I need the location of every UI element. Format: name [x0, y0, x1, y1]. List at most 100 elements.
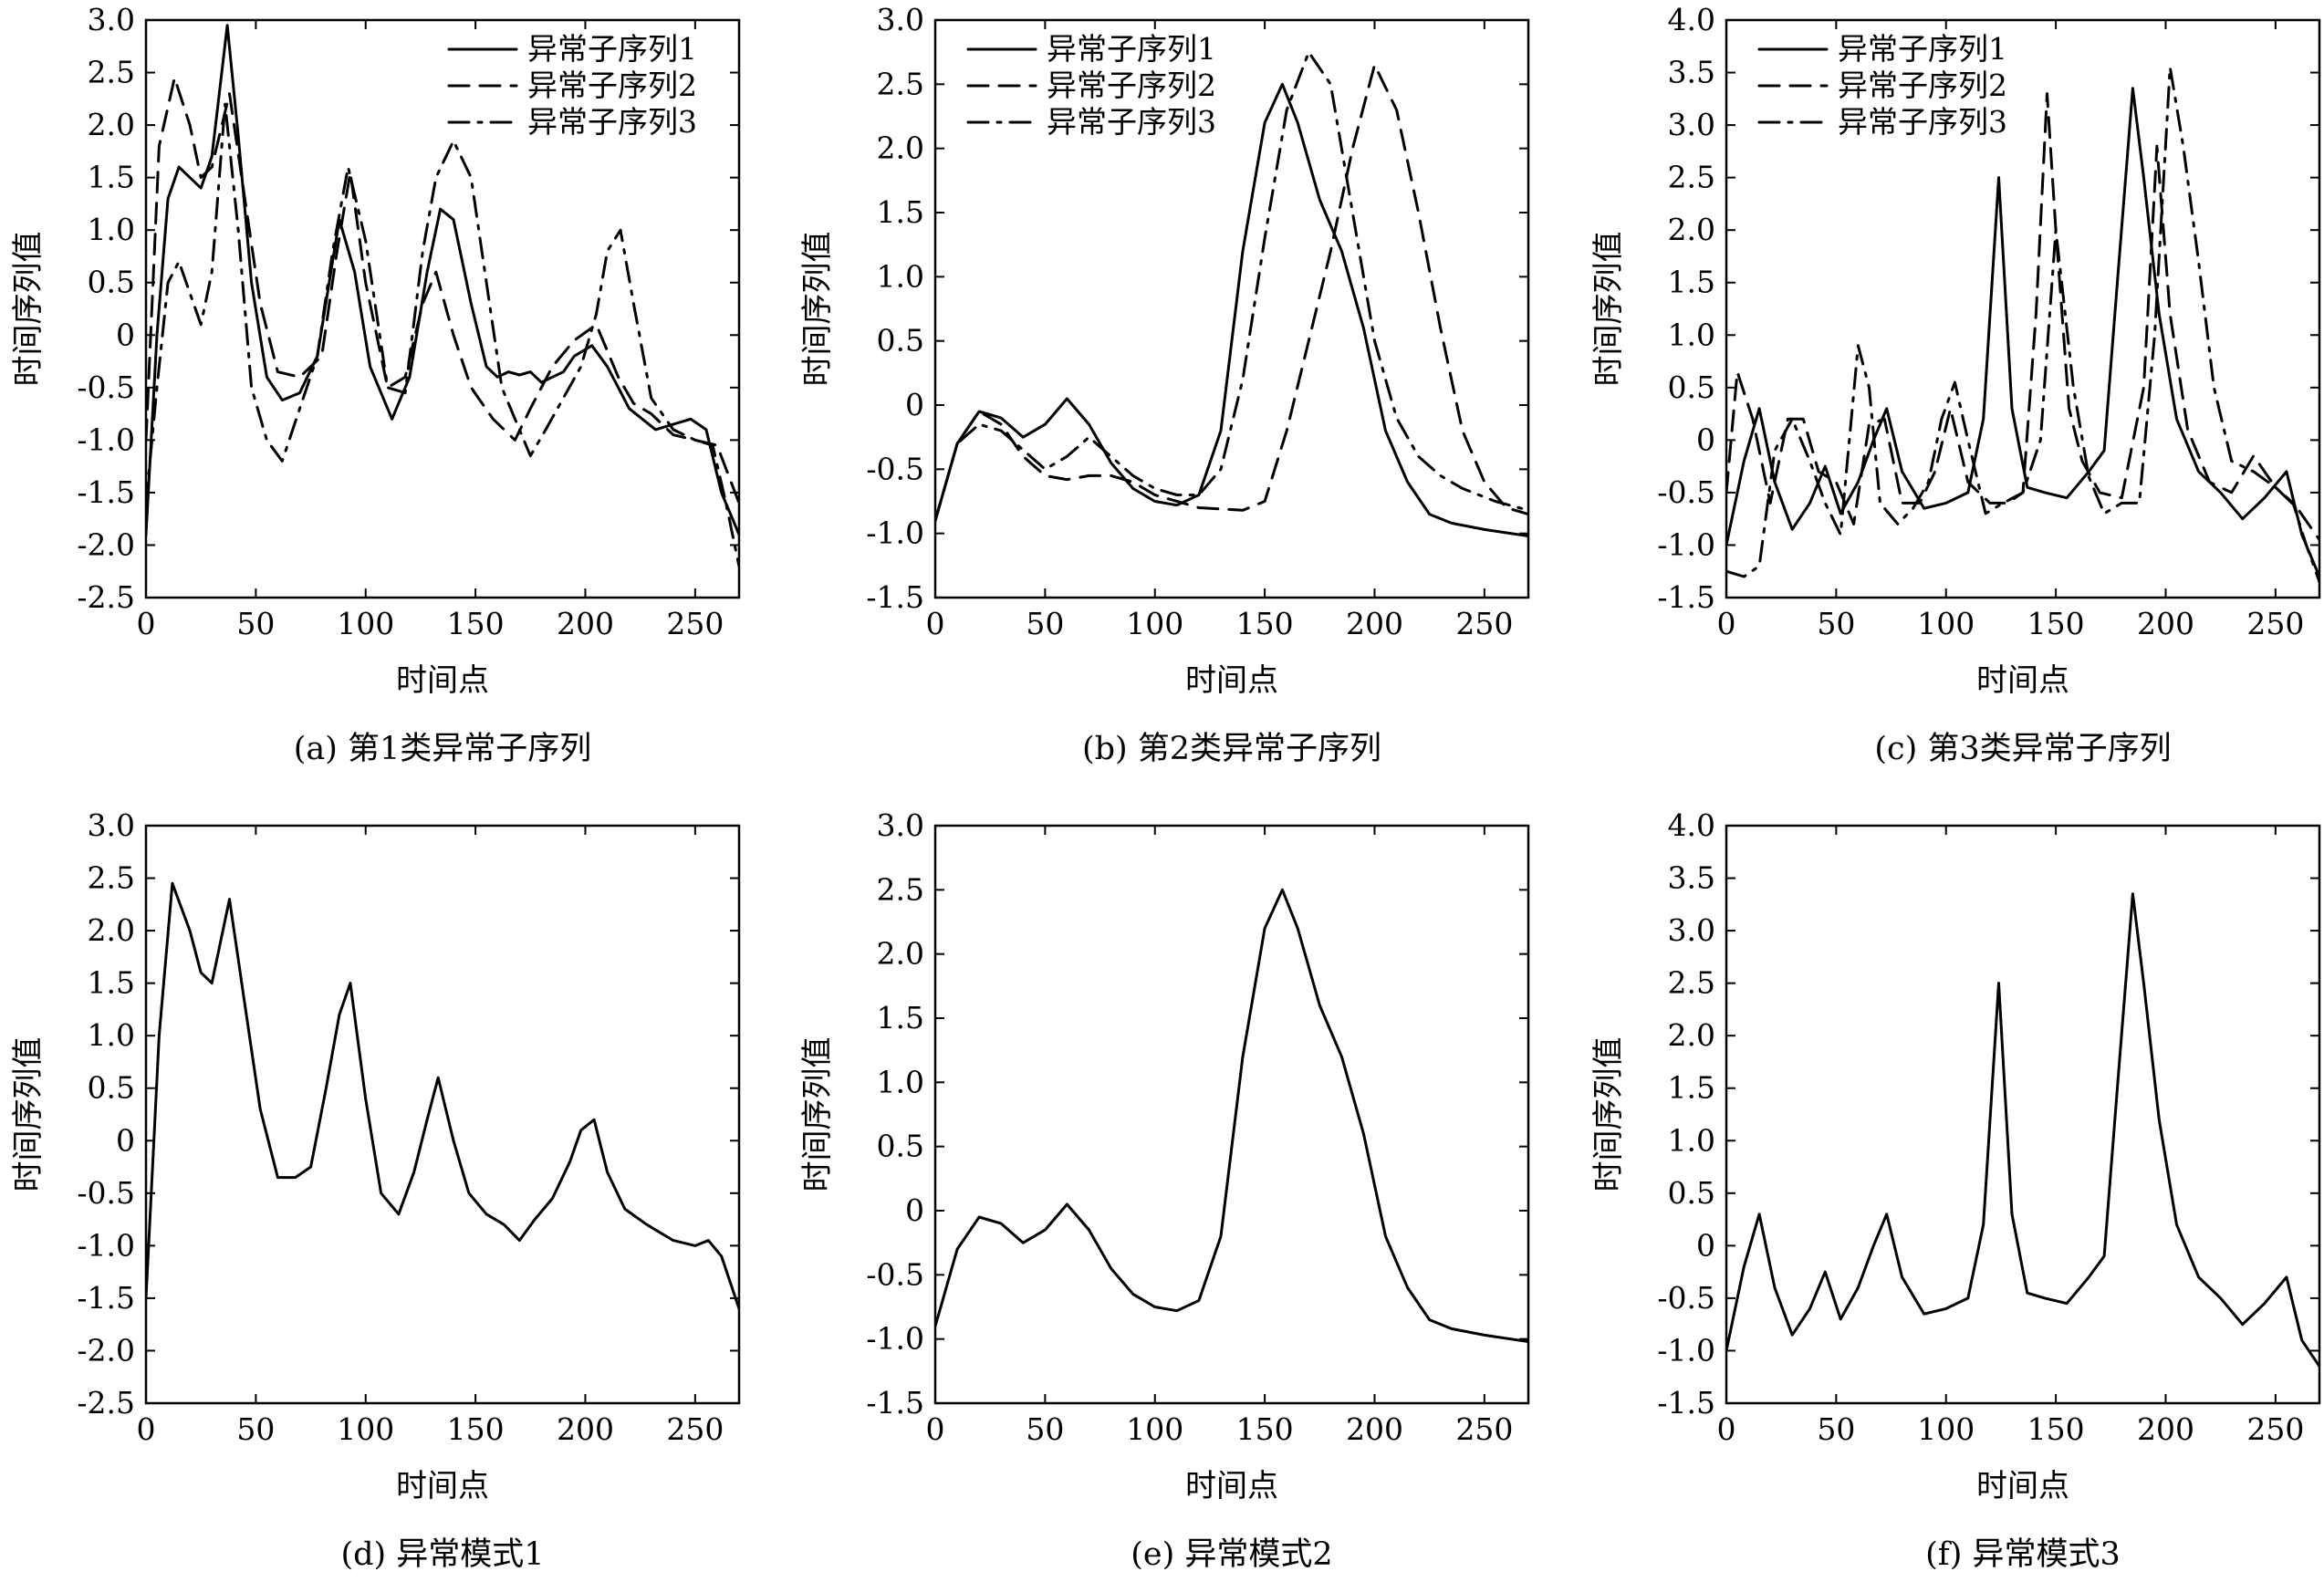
series-line-1 [935, 888, 1528, 1343]
x-tick-label: 150 [1236, 606, 1294, 641]
legend-label-1: 异常子序列1 [1838, 31, 2007, 67]
y-tick-label: 2.5 [1668, 160, 1715, 195]
y-tick-label: -1.0 [77, 1227, 135, 1263]
legend-label-1: 异常子序列1 [1047, 31, 1216, 67]
x-tick-label: 200 [1346, 606, 1403, 641]
x-tick-label: 200 [557, 606, 614, 641]
chart-panel-5: -1.5 -1.0 -0.5 0 0.5 1.0 1.5 2.0 2.5 3.0 0 50 100 150… [799, 807, 1530, 1573]
series-line-2 [1726, 92, 2319, 542]
x-tick-label: 250 [2246, 606, 2304, 641]
chart-panel-6: -1.5 -1.0 -0.5 0 0.5 1.0 1.5 2.0 2.5 3.0 3.5 4.0 0 50… [1590, 807, 2321, 1573]
plot-frame [933, 824, 1530, 1405]
y-tick-label: -1.0 [866, 1321, 924, 1357]
y-tick-label: 1.0 [1668, 317, 1715, 352]
y-tick-label: 1.0 [877, 258, 924, 294]
legend-label-3: 异常子序列3 [1047, 104, 1216, 140]
x-tick-label: 50 [1817, 1411, 1855, 1447]
y-tick-label: 4.0 [1668, 2, 1715, 37]
x-tick-label: 150 [447, 1411, 505, 1447]
y-tick-label: -2.5 [77, 1385, 135, 1421]
y-tick-label: -1.0 [1657, 526, 1715, 562]
y-tick-label: 4.0 [1668, 807, 1715, 843]
y-tick-label: 0 [905, 387, 924, 422]
chart-panel-4: -2.5 -2.0 -1.5 -1.0 -0.5 0 0.5 1.0 1.5 2.0 2.5 3.0 0… [10, 807, 741, 1573]
y-tick-label: -2.0 [77, 1332, 135, 1368]
y-tick-label: 2.5 [877, 66, 924, 101]
chart-panel-1: -2.5 -2.0 -1.5 -1.0 -0.5 0 0.5 1.0 1.5 2.0 2.5 3.0 0… [10, 2, 741, 767]
x-tick-label: 250 [1455, 606, 1513, 641]
x-axis-title: 时间点 [396, 662, 489, 699]
legend-label-2: 异常子序列2 [527, 68, 697, 103]
x-tick-label: 100 [1917, 606, 1975, 641]
x-tick-label: 0 [1717, 1411, 1736, 1447]
y-tick-label: 1.0 [877, 1064, 924, 1099]
y-tick-label: 2.5 [88, 55, 135, 90]
x-tick-label: 200 [1346, 1411, 1403, 1447]
panel-caption: (c) 第3类异常子序列 [1874, 731, 2171, 767]
y-tick-label: -1.0 [1657, 1332, 1715, 1368]
plot-frame [144, 824, 741, 1405]
y-tick-label: -1.0 [866, 515, 924, 551]
y-tick-label: 3.5 [1668, 860, 1715, 896]
x-tick-label: 50 [1026, 1411, 1064, 1447]
plot-frame [1725, 18, 2321, 599]
y-tick-label: 2.5 [1668, 965, 1715, 1001]
y-tick-label: 3.5 [1668, 55, 1715, 90]
y-tick-label: 3.0 [1668, 912, 1715, 948]
x-tick-label: 0 [137, 606, 156, 641]
y-tick-label: -1.5 [1657, 579, 1715, 615]
panel-caption: (d) 异常模式1 [340, 1536, 544, 1573]
y-tick-label: 2.5 [88, 860, 135, 896]
panel-caption: (e) 异常模式2 [1131, 1536, 1332, 1573]
y-tick-label: 0 [116, 1122, 135, 1158]
y-axis-title: 时间序列值 [10, 232, 47, 387]
y-axis-title: 时间序列值 [1590, 1037, 1627, 1192]
panel-caption: (a) 第1类异常子序列 [294, 731, 592, 767]
y-tick-label: 2.0 [877, 936, 924, 972]
y-tick-label: 2.0 [1668, 1017, 1715, 1053]
y-tick-label: 0.5 [88, 1070, 135, 1106]
x-tick-label: 250 [666, 606, 724, 641]
y-tick-label: 0.5 [877, 323, 924, 359]
y-tick-label: 1.5 [877, 1000, 924, 1036]
y-tick-label: 1.5 [1668, 265, 1715, 300]
y-tick-label: -2.5 [77, 579, 135, 615]
y-tick-label: 3.0 [88, 2, 135, 37]
legend-label-2: 异常子序列2 [1838, 68, 2007, 103]
x-tick-label: 150 [2027, 1411, 2085, 1447]
x-tick-label: 100 [337, 606, 394, 641]
series-line-3 [1726, 66, 2319, 584]
series-line-1 [1726, 892, 2319, 1369]
y-tick-label: 2.0 [1668, 212, 1715, 247]
legend-label-2: 异常子序列2 [1047, 68, 1216, 103]
y-tick-label: 0 [1696, 422, 1715, 457]
x-axis-title: 时间点 [1185, 1468, 1278, 1504]
y-tick-label: 3.0 [877, 807, 924, 843]
y-tick-label: 1.0 [88, 1017, 135, 1053]
y-tick-label: 0.5 [1668, 1175, 1715, 1211]
series-line-1 [146, 881, 739, 1310]
y-tick-label: -0.5 [77, 1175, 135, 1211]
y-tick-label: 1.5 [88, 160, 135, 195]
series-line-1 [146, 24, 739, 536]
y-tick-label: 0.5 [1668, 369, 1715, 405]
x-tick-label: 200 [2137, 1411, 2194, 1447]
plot-frame [144, 18, 741, 599]
series-line-3 [935, 50, 1528, 523]
y-tick-label: 0.5 [877, 1129, 924, 1164]
y-tick-label: -0.5 [866, 451, 924, 486]
legend-label-3: 异常子序列3 [527, 104, 697, 140]
legend-label-1: 异常子序列1 [527, 31, 697, 67]
y-tick-label: 0 [905, 1192, 924, 1228]
y-tick-label: -2.0 [77, 526, 135, 562]
series-line-1 [1726, 87, 2319, 578]
series-line-2 [935, 63, 1528, 523]
x-tick-label: 0 [926, 606, 945, 641]
x-tick-label: 100 [1126, 606, 1183, 641]
legend-label-3: 异常子序列3 [1838, 104, 2007, 140]
y-axis-title: 时间序列值 [1590, 232, 1627, 387]
plot-frame [1725, 824, 2321, 1405]
y-tick-label: -0.5 [77, 369, 135, 405]
x-axis-title: 时间点 [396, 1468, 489, 1504]
